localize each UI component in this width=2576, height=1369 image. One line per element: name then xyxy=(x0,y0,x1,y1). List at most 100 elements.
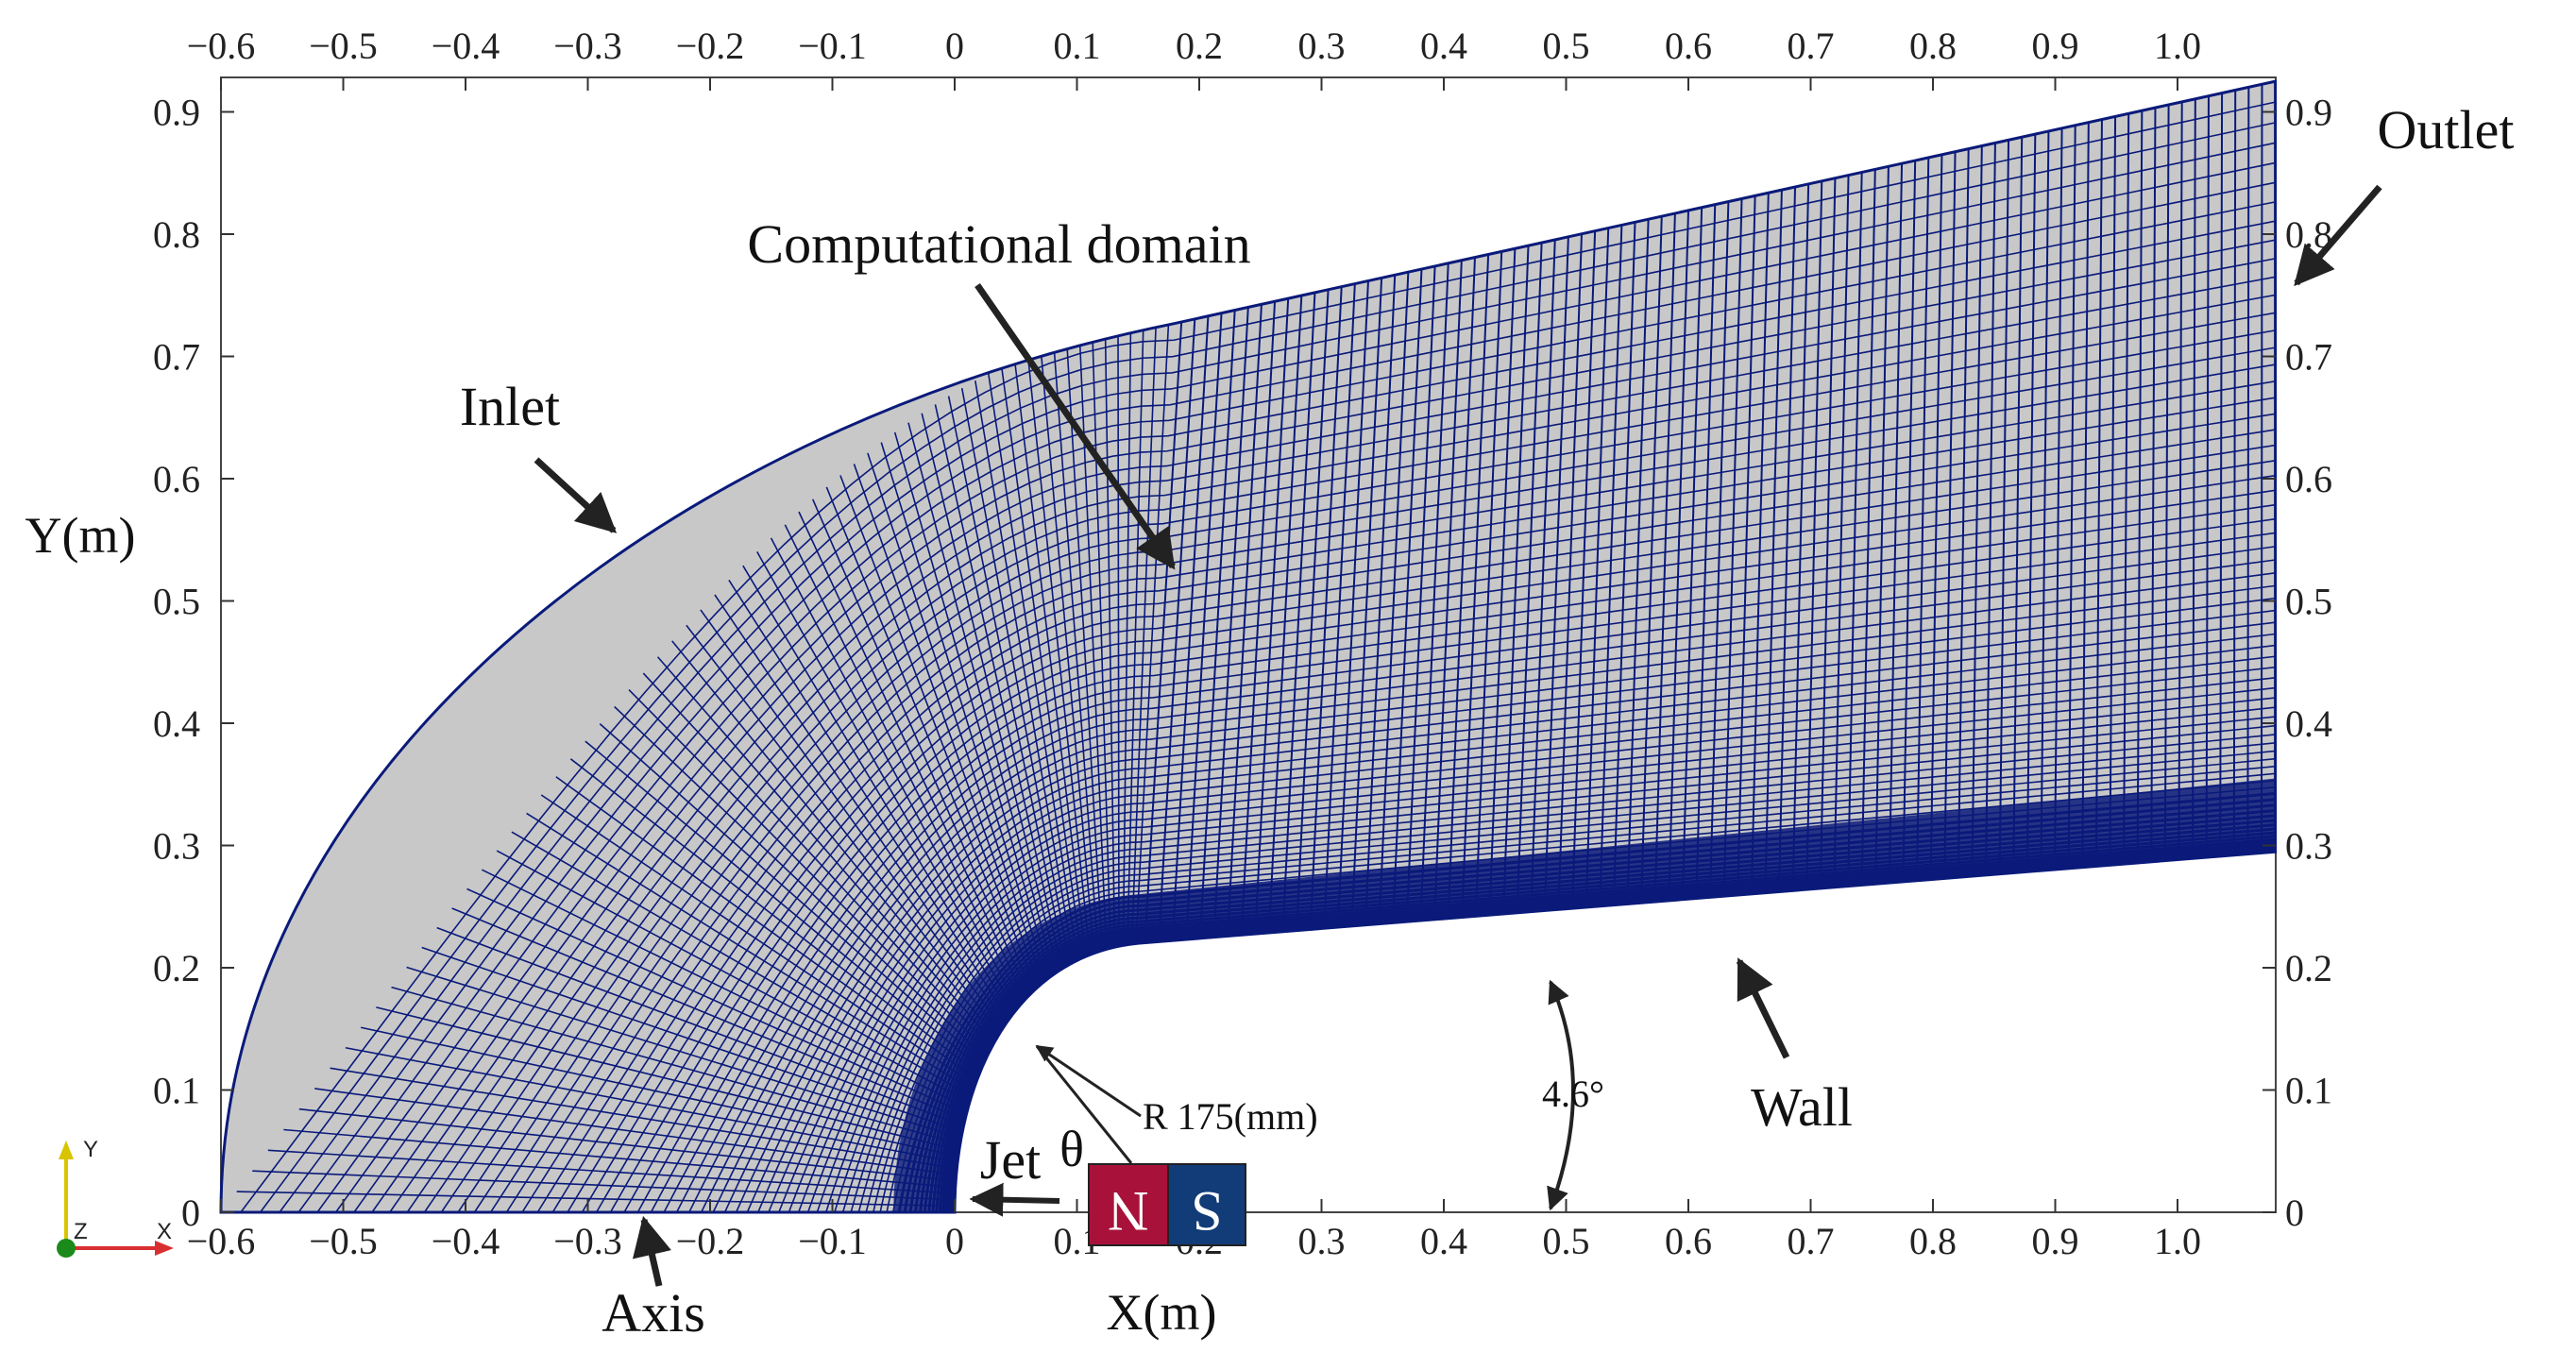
mesh-radial-line xyxy=(1212,307,1249,938)
x-tick-label: 0.7 xyxy=(1788,1220,1835,1262)
mesh-radial-line xyxy=(1092,333,1111,947)
mesh-radial-line xyxy=(585,740,984,1071)
mesh-layer-line xyxy=(389,258,2276,1212)
x-tick-label-top: 0.4 xyxy=(1420,25,1467,67)
mesh-radial-line xyxy=(1585,228,1610,907)
mesh-layer-line xyxy=(650,532,2276,1212)
mesh-radial-line xyxy=(1557,233,1583,910)
mesh-radial-line xyxy=(1122,326,1132,945)
mesh-radial-line xyxy=(1929,154,1943,880)
mesh-radial-line xyxy=(2067,125,2076,869)
mesh-layer-line xyxy=(757,644,2276,1212)
mesh-radial-line xyxy=(236,1191,956,1208)
label-wall: Wall xyxy=(1751,1076,1853,1138)
mesh-radial-line xyxy=(1130,324,1157,944)
mesh-radial-line xyxy=(1267,295,1303,933)
mesh-radial-line xyxy=(1791,183,1810,891)
mesh-radial-line xyxy=(1998,140,2010,874)
mesh-layer-line xyxy=(688,572,2276,1212)
y-tick-label: 0.9 xyxy=(153,92,200,134)
y-tick-label-right: 0.6 xyxy=(2285,458,2332,500)
mesh-radial-line xyxy=(2232,90,2237,855)
mesh-layer-line xyxy=(768,655,2276,1212)
mesh-radial-line xyxy=(511,831,974,1098)
mesh-radial-line xyxy=(921,413,1059,972)
y-tick-label: 0.4 xyxy=(153,702,200,745)
y-tick-label-right: 0.2 xyxy=(2285,947,2332,989)
mesh-radial-line xyxy=(1516,243,1543,913)
x-tick-label-top: −0.6 xyxy=(187,25,256,67)
domain-fill xyxy=(221,81,2276,1212)
x-tick-label-top: 0.1 xyxy=(1054,25,1101,67)
x-tick-label: 0 xyxy=(945,1220,964,1262)
mesh-layer-line xyxy=(663,546,2276,1212)
mesh-radial-line xyxy=(1198,310,1236,938)
mesh-radial-line xyxy=(406,966,962,1140)
mesh-radial-line xyxy=(1653,212,1676,903)
mesh-radial-line xyxy=(1296,289,1330,931)
x-tick-label-top: −0.3 xyxy=(553,25,622,67)
arrow-wall xyxy=(1736,957,1790,1059)
mesh-radial-line xyxy=(1171,315,1210,941)
mesh-radial-line xyxy=(1860,169,1876,886)
x-axis-bottom-ticks: −0.6−0.5−0.4−0.3−0.2−0.100.10.20.30.40.5… xyxy=(187,1199,2201,1262)
mesh-layer-line xyxy=(712,597,2276,1212)
y-tick-label: 0.6 xyxy=(153,458,200,500)
mesh-radial-line xyxy=(2123,113,2130,865)
mesh-layer-line xyxy=(824,716,2276,1212)
mesh-radial-line xyxy=(1488,248,1517,916)
mesh-radial-line xyxy=(2150,108,2157,862)
label-theta: θ xyxy=(1059,1121,1084,1177)
mesh-radial-line xyxy=(1040,349,1095,952)
triad-y-label: Y xyxy=(83,1137,98,1162)
mesh-radial-line xyxy=(1336,280,1369,928)
mesh-radial-line xyxy=(1013,360,1087,955)
orientation-triad: Y Z X xyxy=(57,1137,174,1258)
x-tick-label: −0.3 xyxy=(553,1220,622,1262)
mesh-layer-line xyxy=(700,584,2276,1212)
mesh-radial-line xyxy=(1026,354,1091,954)
mesh-radial-line xyxy=(756,550,1016,1013)
mesh-radial-line xyxy=(421,946,964,1133)
mesh-radial-line xyxy=(1695,204,1717,899)
mesh-radial-line xyxy=(1626,219,1650,904)
mesh-radial-line xyxy=(555,776,979,1082)
mesh-radial-line xyxy=(1530,239,1556,912)
mesh-radial-line xyxy=(1599,225,1623,906)
x-tick-label-top: −0.5 xyxy=(309,25,378,67)
y-tick-label: 0.7 xyxy=(153,336,200,379)
x-tick-label: 0.5 xyxy=(1543,1220,1590,1262)
mesh-layer-line xyxy=(473,346,2276,1212)
mesh-layer-line xyxy=(521,397,2276,1212)
mesh-radial-line xyxy=(1971,145,1983,877)
x-tick-label: 0.4 xyxy=(1420,1220,1467,1262)
x-tick-label: −0.5 xyxy=(309,1220,378,1262)
x-axis-label: X(m) xyxy=(1107,1284,1217,1341)
x-tick-label-top: 0 xyxy=(945,25,964,67)
mesh-radial-line xyxy=(1805,180,1823,890)
y-tick-label-right: 0.5 xyxy=(2285,581,2332,623)
mesh-radial-line xyxy=(628,689,991,1056)
magnet-south-label: S xyxy=(1191,1180,1222,1242)
mesh-radial-line xyxy=(298,1107,957,1182)
mesh-layer-line xyxy=(353,220,2276,1212)
mesh-radial-line xyxy=(496,850,972,1104)
y-axis-left-ticks: 0 0.1 0.2 0.3 0.4 0.5 0.6 0.7 0.8 0.9 xyxy=(153,92,234,1234)
mesh-radial-line xyxy=(893,431,1051,977)
mesh-layer-line xyxy=(834,724,2276,1212)
arrow-axis xyxy=(632,1215,671,1287)
mesh-radial-line xyxy=(1474,251,1503,917)
mesh-radial-line xyxy=(1750,193,1770,894)
x-tick-label: 0.9 xyxy=(2032,1220,2079,1262)
mesh-radial-line xyxy=(614,705,989,1060)
mesh-radial-line xyxy=(907,422,1055,974)
mesh-radial-line xyxy=(482,869,970,1109)
y-tick-label-right: 0 xyxy=(2285,1192,2304,1234)
mesh-radial-line xyxy=(1127,325,1144,944)
x-tick-label: −0.6 xyxy=(187,1220,256,1262)
radius-leader-1 xyxy=(1035,1044,1142,1118)
mesh-radial-line xyxy=(1117,328,1120,945)
mesh-radial-line xyxy=(686,624,1002,1036)
mesh-radial-line xyxy=(839,475,1037,990)
mesh-radial-line xyxy=(1254,298,1290,935)
